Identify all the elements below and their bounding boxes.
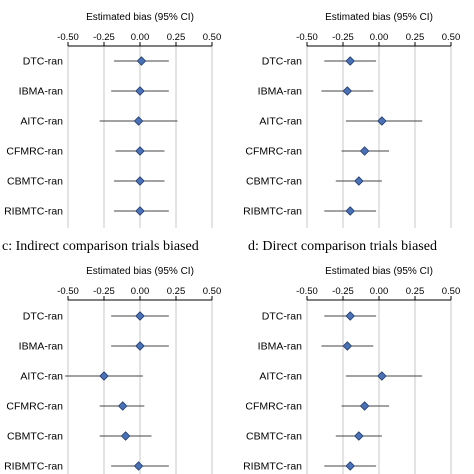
row-label: CBMTC-ran bbox=[246, 431, 302, 443]
estimate-marker bbox=[345, 56, 355, 66]
panel-title: d: Direct comparison trials biased bbox=[248, 239, 437, 254]
x-tick-label: -0.50 bbox=[57, 286, 79, 297]
estimate-marker bbox=[354, 431, 364, 441]
row-label: RIBMTC-ran bbox=[4, 461, 63, 473]
x-tick-label: 0.00 bbox=[370, 286, 389, 297]
row-label: CFMRC-ran bbox=[6, 146, 63, 158]
row-label: DTC-ran bbox=[23, 311, 63, 323]
x-tick-label: -0.25 bbox=[332, 32, 354, 43]
x-tick-label: 0.00 bbox=[370, 32, 389, 43]
estimate-marker bbox=[342, 341, 353, 351]
x-tick-label: 0.50 bbox=[203, 32, 222, 43]
x-tick-label: -0.25 bbox=[93, 32, 115, 43]
row-label: CFMRC-ran bbox=[245, 146, 302, 158]
x-tick-label: 0.50 bbox=[203, 286, 222, 297]
row-label: CBMTC-ran bbox=[7, 176, 63, 188]
estimate-marker bbox=[345, 311, 355, 321]
row-label: IBMA-ran bbox=[19, 86, 64, 98]
panel-a: Estimated bias (95% CI) -0.50 -0.25 0.00 0.2… bbox=[4, 12, 221, 228]
x-tick-label: 0.25 bbox=[406, 286, 425, 297]
row-label: DTC-ran bbox=[262, 311, 302, 323]
estimate-marker bbox=[135, 311, 145, 321]
row-label: CFMRC-ran bbox=[6, 401, 63, 413]
estimate-marker bbox=[135, 206, 145, 216]
x-axis-label: Estimated bias (95% CI) bbox=[86, 12, 194, 23]
estimate-marker bbox=[135, 146, 145, 156]
x-axis-label: Estimated bias (95% CI) bbox=[325, 12, 433, 23]
row-label: CBMTC-ran bbox=[246, 176, 302, 188]
row-label: AITC-ran bbox=[259, 116, 302, 128]
estimate-marker bbox=[135, 341, 145, 351]
x-tick-label: -0.50 bbox=[296, 286, 318, 297]
x-axis-label: Estimated bias (95% CI) bbox=[325, 266, 433, 277]
estimate-marker bbox=[377, 371, 387, 381]
row-label: RIBMTC-ran bbox=[243, 206, 302, 218]
estimate-marker bbox=[345, 461, 355, 471]
estimate-marker bbox=[136, 56, 147, 66]
panel-d: d: Direct comparison trials biased Estima… bbox=[243, 239, 460, 474]
panel-b: Estimated bias (95% CI) -0.50 -0.25 0.00 0.2… bbox=[243, 12, 460, 228]
row-label: AITC-ran bbox=[20, 116, 63, 128]
row-label: AITC-ran bbox=[259, 371, 302, 383]
x-tick-label: 0.00 bbox=[131, 32, 150, 43]
x-axis-label: Estimated bias (95% CI) bbox=[86, 266, 194, 277]
row-label: CFMRC-ran bbox=[245, 401, 302, 413]
estimate-marker bbox=[354, 176, 364, 186]
row-label: RIBMTC-ran bbox=[4, 206, 63, 218]
estimate-marker bbox=[359, 401, 370, 411]
row-label: CBMTC-ran bbox=[7, 431, 63, 443]
x-tick-label: 0.25 bbox=[167, 32, 186, 43]
x-tick-label: -0.25 bbox=[332, 286, 354, 297]
estimate-marker bbox=[135, 176, 145, 186]
estimate-marker bbox=[133, 116, 144, 126]
estimate-marker bbox=[377, 116, 387, 126]
x-tick-label: 0.25 bbox=[406, 32, 425, 43]
row-label: DTC-ran bbox=[262, 56, 302, 68]
estimate-marker bbox=[135, 86, 145, 96]
x-tick-label: 0.00 bbox=[131, 286, 150, 297]
estimate-marker bbox=[345, 206, 355, 216]
estimate-marker bbox=[133, 461, 144, 471]
row-label: AITC-ran bbox=[20, 371, 63, 383]
x-tick-label: 0.50 bbox=[442, 286, 461, 297]
row-label: DTC-ran bbox=[23, 56, 63, 68]
x-tick-label: -0.50 bbox=[57, 32, 79, 43]
x-tick-label: 0.25 bbox=[167, 286, 186, 297]
estimate-marker bbox=[99, 371, 109, 381]
panel-c: c: Indirect comparison trials biased Esti… bbox=[2, 239, 221, 474]
x-tick-label: 0.50 bbox=[442, 32, 461, 43]
row-label: RIBMTC-ran bbox=[243, 461, 302, 473]
x-tick-label: -0.50 bbox=[296, 32, 318, 43]
estimate-marker bbox=[117, 401, 128, 411]
x-tick-label: -0.25 bbox=[93, 286, 115, 297]
estimate-marker bbox=[342, 86, 353, 96]
row-label: IBMA-ran bbox=[258, 86, 303, 98]
row-label: IBMA-ran bbox=[258, 341, 303, 353]
panel-title: c: Indirect comparison trials biased bbox=[2, 239, 199, 254]
estimate-marker bbox=[359, 146, 370, 156]
row-label: IBMA-ran bbox=[19, 341, 64, 353]
estimate-marker bbox=[120, 431, 131, 441]
